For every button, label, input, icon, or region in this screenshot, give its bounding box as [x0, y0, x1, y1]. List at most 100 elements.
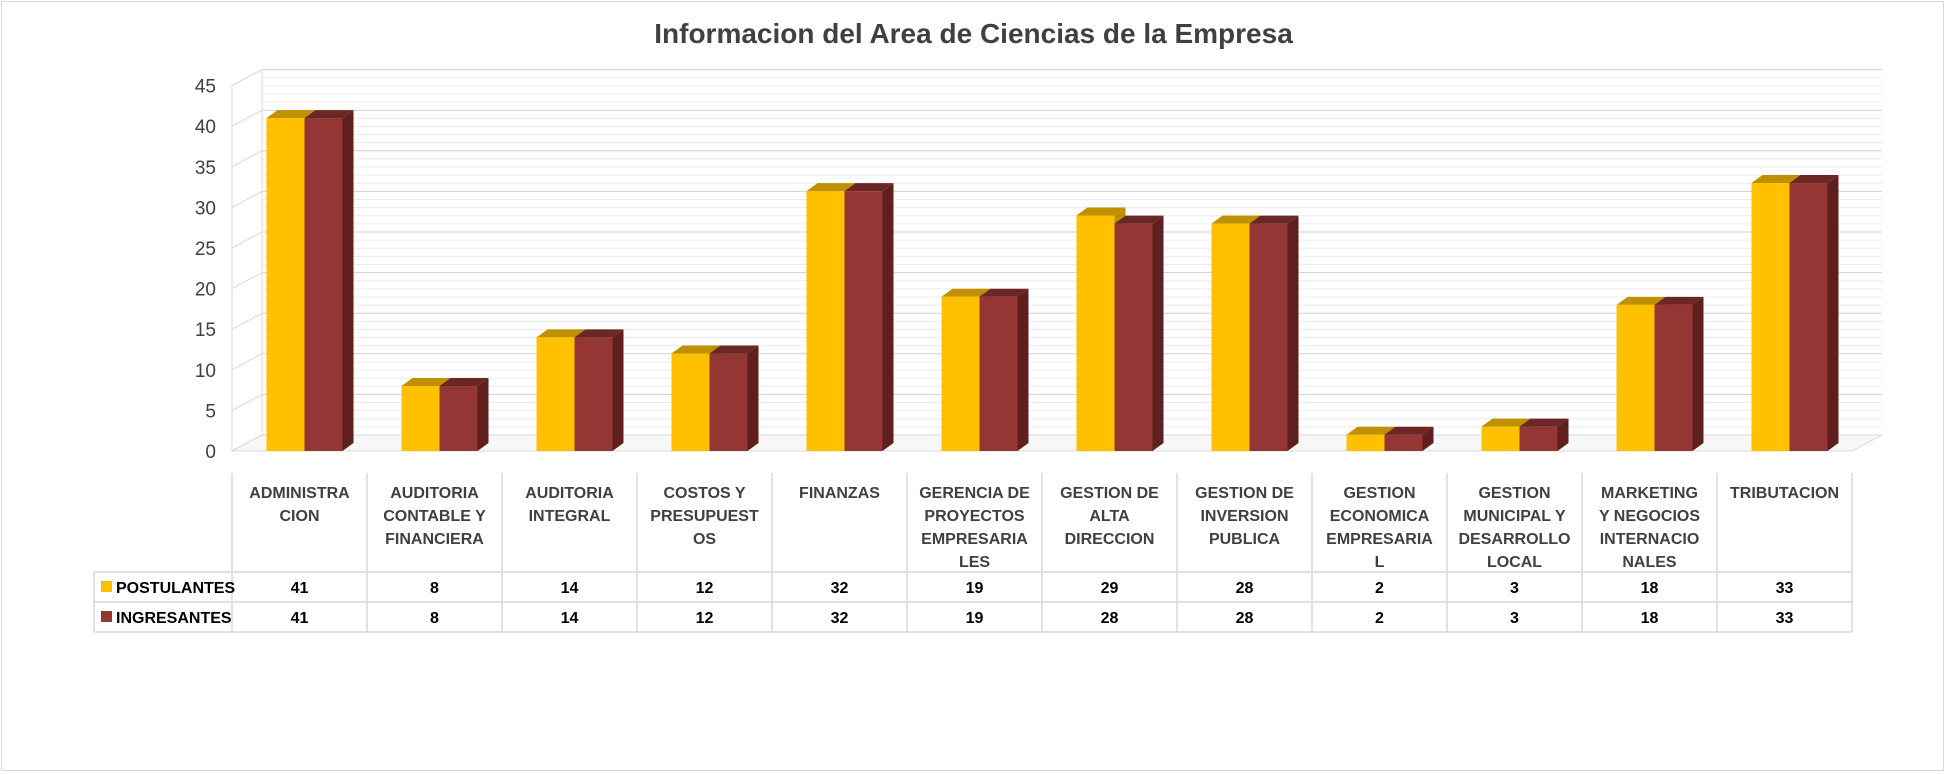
data-table-cell: 19: [966, 610, 984, 627]
data-table-cell: 28: [1101, 610, 1119, 627]
bar-top: [266, 110, 316, 119]
bar-top: [1481, 418, 1531, 427]
category-label: FINANZAS: [799, 485, 880, 502]
bar-side: [1017, 288, 1029, 451]
data-table-cell: 33: [1776, 610, 1794, 627]
data-table-cell: 41: [291, 610, 309, 627]
bar-side: [612, 329, 624, 451]
bar-postulantes: [806, 191, 845, 451]
category-label: GESTION DE INVERSION PUBLICA: [1195, 485, 1294, 548]
category-label: MARKETING Y NEGOCIOS INTERNACIO NALES: [1599, 485, 1700, 571]
bar-top: [536, 329, 586, 338]
bar-top: [1076, 207, 1126, 216]
category-label-line: INTEGRAL: [529, 508, 611, 525]
data-table-cell: 32: [831, 610, 849, 627]
side-wall: [231, 68, 263, 452]
bar-top: [1616, 296, 1666, 305]
bar-top: [401, 378, 451, 387]
category-label-line: PRESUPUEST: [650, 508, 759, 525]
category-label-line: MUNICIPAL Y: [1463, 508, 1566, 525]
bar-side: [477, 378, 489, 451]
bar-postulantes: [1211, 223, 1250, 451]
category-label-line: ALTA: [1089, 508, 1130, 525]
data-table-cell: 14: [561, 610, 579, 627]
bar-side: [1287, 215, 1299, 451]
category-label-line: NALES: [1622, 554, 1677, 571]
y-tick-label: 0: [205, 442, 216, 463]
bar-postulantes: [266, 118, 305, 451]
data-table-cell: 29: [1101, 580, 1119, 597]
category-label: GESTION MUNICIPAL Y DESARROLLO LOCAL: [1459, 485, 1571, 571]
category-label-line: PROYECTOS: [924, 508, 1025, 525]
bar-top: [1249, 215, 1299, 224]
category-label-line: OS: [693, 531, 716, 548]
category-label-line: TRIBUTACION: [1730, 485, 1839, 502]
data-table-cell: 3: [1510, 580, 1519, 597]
bar-top: [941, 288, 991, 297]
bar-ingresantes: [1114, 223, 1153, 451]
category-label: GERENCIA DE PROYECTOS EMPRESARIA LES: [919, 485, 1030, 571]
data-table-cell: 28: [1236, 610, 1254, 627]
bar-top: [1654, 296, 1704, 305]
data-table-cell: 28: [1236, 580, 1254, 597]
bar-top: [439, 378, 489, 387]
category-label-line: MARKETING: [1601, 485, 1698, 502]
category-label-line: EMPRESARIA: [1326, 531, 1433, 548]
legend-label: INGRESANTES: [116, 610, 232, 627]
bar-postulantes: [1076, 215, 1115, 451]
side-wall-gridline: [231, 312, 263, 330]
data-table-cell: 2: [1375, 580, 1384, 597]
y-tick-label: 25: [195, 239, 216, 260]
category-label-line: DESARROLLO: [1459, 531, 1571, 548]
side-wall-gridline: [231, 190, 263, 208]
data-table-cell: 33: [1776, 580, 1794, 597]
bar-top: [304, 110, 354, 119]
bar-postulantes: [1751, 183, 1790, 452]
chart-title: Informacion del Area de Ciencias de la E…: [654, 18, 1293, 49]
category-label-line: AUDITORIA: [525, 485, 614, 502]
category-label-line: GERENCIA DE: [919, 485, 1030, 502]
category-label-line: GESTION DE: [1195, 485, 1294, 502]
category-label-line: INTERNACIO: [1600, 531, 1700, 548]
category-label-line: CONTABLE Y: [383, 508, 486, 525]
category-label-line: PUBLICA: [1209, 531, 1281, 548]
bar-top: [806, 183, 856, 192]
data-table-cell: 32: [831, 580, 849, 597]
bar-top: [1384, 426, 1434, 435]
bar-top: [1211, 215, 1261, 224]
side-wall-gridline: [231, 109, 263, 127]
bar-top: [709, 345, 759, 354]
bar-top: [1346, 426, 1396, 435]
bar-ingresantes: [979, 296, 1018, 451]
bar-side: [747, 345, 759, 451]
bar-top: [1751, 175, 1801, 184]
data-table-cell: 8: [430, 580, 439, 597]
bar-top: [1789, 175, 1839, 184]
bar-side: [342, 110, 354, 451]
data-table-cell: 12: [696, 610, 714, 627]
category-label-line: L: [1375, 554, 1385, 571]
bar-postulantes: [941, 296, 980, 451]
category-label-line: FINANZAS: [799, 485, 880, 502]
y-tick-label: 5: [205, 401, 216, 422]
side-wall-gridline: [231, 231, 263, 249]
data-table-cell: 3: [1510, 610, 1519, 627]
bar-side: [1422, 426, 1434, 451]
data-table-cell: 41: [291, 580, 309, 597]
bar-ingresantes: [1654, 304, 1693, 451]
bar-ingresantes: [709, 353, 748, 451]
bar-top: [574, 329, 624, 338]
category-label-line: ADMINISTRA: [249, 485, 350, 502]
data-table-cell: 8: [430, 610, 439, 627]
category-label-line: COSTOS Y: [663, 485, 745, 502]
category-label: GESTION ECONOMICA EMPRESARIA L: [1326, 485, 1433, 571]
category-label-line: EMPRESARIA: [921, 531, 1028, 548]
bar-top: [1519, 418, 1569, 427]
legend-key-ingresantes: [101, 611, 112, 622]
bar-postulantes: [401, 386, 440, 451]
bar-side: [1827, 175, 1839, 452]
y-tick-label: 45: [195, 77, 216, 98]
category-label: AUDITORIA CONTABLE Y FINANCIERA: [383, 485, 486, 548]
category-label-line: LES: [959, 554, 990, 571]
y-tick-label: 35: [195, 158, 216, 179]
